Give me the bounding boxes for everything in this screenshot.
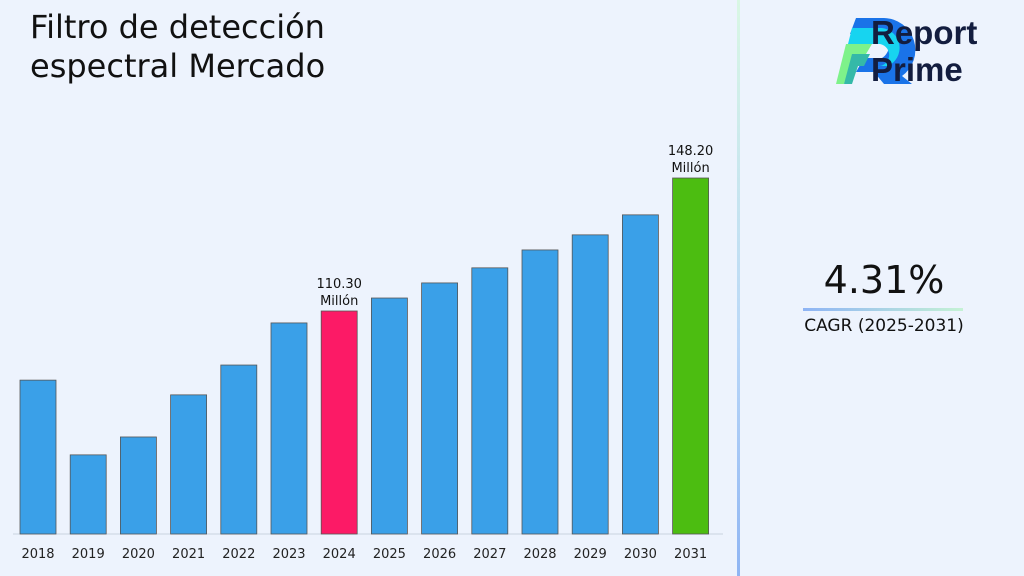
cagr-value: 4.31% — [823, 258, 945, 302]
x-tick-label: 2029 — [574, 547, 607, 562]
data-label-value: 110.30 — [316, 277, 362, 292]
bar-2031 — [672, 177, 709, 535]
cagr-underline — [803, 308, 963, 311]
brand-name: Report Prime — [871, 14, 977, 88]
bar-2022 — [220, 364, 258, 535]
x-tick-label: 2027 — [473, 547, 506, 562]
bar-2019 — [69, 454, 107, 535]
x-tick-label: 2019 — [72, 547, 105, 562]
divider — [737, 0, 740, 576]
bar-2030 — [622, 214, 659, 535]
cagr-label: CAGR (2025-2031) — [804, 316, 964, 336]
x-tick-label: 2022 — [222, 547, 255, 562]
data-label-unit: Millón — [671, 161, 709, 176]
x-tick-label: 2024 — [323, 547, 356, 562]
bar-2024 — [320, 310, 358, 535]
x-tick-label: 2028 — [523, 547, 556, 562]
report-prime-logo-icon — [836, 18, 916, 84]
bar-2023 — [270, 322, 308, 535]
x-tick-label: 2018 — [21, 547, 54, 562]
x-tick-label: 2025 — [373, 547, 406, 562]
brand-line1: Report — [871, 14, 978, 51]
bar-2018 — [19, 379, 57, 535]
data-label-unit: Millón — [320, 294, 358, 309]
bar-2029 — [571, 234, 609, 535]
x-tick-label: 2031 — [674, 547, 707, 562]
bar-2028 — [521, 249, 559, 535]
chart-title: Filtro de detección espectral Mercado — [30, 8, 326, 85]
brand-line2: Prime — [871, 51, 963, 88]
bar-2020 — [120, 436, 157, 535]
bar-2027 — [471, 267, 509, 535]
data-label-value: 148.20 — [668, 144, 714, 159]
x-tick-label: 2030 — [624, 547, 657, 562]
bar-2026 — [421, 282, 459, 535]
x-tick-label: 2023 — [272, 547, 305, 562]
bar-2025 — [370, 297, 408, 535]
x-tick-label: 2026 — [423, 547, 456, 562]
bar-chart: 2018 2019 2020 2021 2022 2023 2024 110.30 Millón… — [13, 144, 723, 562]
bar-2021 — [170, 394, 208, 535]
x-tick-label: 2021 — [172, 547, 205, 562]
x-tick-label: 2020 — [122, 547, 155, 562]
